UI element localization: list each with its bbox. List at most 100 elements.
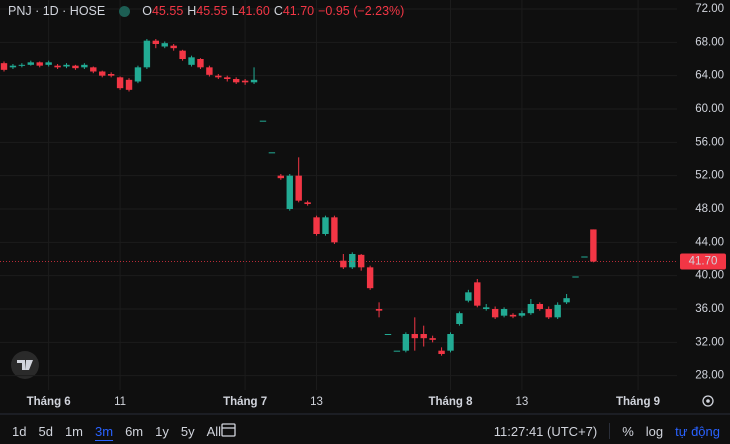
candle-body	[99, 71, 106, 76]
price-tag-label: 41.70	[689, 256, 718, 268]
range-button[interactable]: 6m	[125, 423, 144, 439]
candle-body	[27, 62, 34, 65]
candle-body	[107, 74, 115, 76]
log-button[interactable]: log	[645, 423, 664, 439]
candle-body	[518, 313, 526, 316]
x-tick-label: Tháng 6	[27, 396, 71, 408]
candle-body	[224, 77, 231, 79]
range-button[interactable]: 1m	[64, 423, 83, 439]
toolbar: 1d 5d 1m 3m 6m 1y 5y All 11:27:41 (UTC+7)% log tự …	[0, 418, 730, 444]
candle-body	[268, 152, 276, 154]
candle-body	[286, 175, 293, 209]
status-dot	[119, 5, 131, 17]
y-tick-label: 28.00	[695, 370, 724, 382]
range-button[interactable]: 1d	[12, 423, 27, 439]
candle-body	[563, 298, 570, 303]
candle-body	[366, 267, 374, 289]
candle-body	[197, 59, 204, 68]
clock: 11:27:41 (UTC+7)	[493, 423, 598, 439]
y-tick-label: 44.00	[695, 236, 724, 248]
y-tick-label: 40.00	[695, 270, 724, 282]
range-button[interactable]: All	[206, 423, 222, 439]
x-tick-label: Tháng 9	[616, 396, 660, 408]
candle-body	[304, 202, 311, 204]
candle-body	[206, 67, 213, 75]
candle-body	[340, 260, 347, 268]
candle-body	[63, 64, 70, 67]
candle-body	[581, 256, 588, 258]
candle-body	[456, 313, 463, 324]
x-tick-label: 13	[310, 396, 323, 408]
y-tick-label: 32.00	[695, 336, 724, 348]
ohlc-label: L	[231, 4, 239, 18]
candle-body	[393, 350, 401, 352]
grid	[0, 0, 677, 390]
y-tick-label: 68.00	[695, 36, 724, 48]
candle-body	[554, 304, 561, 318]
price-tag	[680, 253, 726, 270]
x-tick-label: 13	[516, 396, 529, 408]
candle-body	[179, 50, 186, 59]
auto-button[interactable]: tự động	[675, 423, 720, 439]
candle-body	[250, 79, 258, 83]
candle-body	[161, 43, 168, 47]
settings-icon[interactable]	[702, 395, 714, 407]
range-button[interactable]: 5d	[38, 423, 53, 439]
candle-body	[241, 80, 249, 83]
y-tick-label: 36.00	[695, 303, 724, 315]
x-tick-label: Tháng 8	[428, 396, 473, 408]
legend: PNJ · 1D · HOSE O45.55 H45.55 L41.60 C41.70…	[8, 4, 408, 18]
ohlc: O45.55 H45.55 L41.60 C41.70	[142, 4, 318, 18]
candle-body	[545, 309, 552, 318]
candle-body	[232, 79, 240, 83]
candle-body	[313, 217, 320, 234]
candle-body	[215, 75, 222, 78]
y-tick-label: 64.00	[695, 70, 724, 82]
logo	[11, 351, 39, 379]
candle-body	[500, 309, 508, 316]
separator	[609, 423, 611, 439]
candle-body	[116, 77, 124, 89]
range-button[interactable]: 3m	[95, 423, 114, 439]
candle-body	[536, 304, 543, 309]
candle-body	[134, 67, 142, 82]
candle-body	[295, 175, 302, 201]
candle-body	[188, 57, 195, 65]
y-tick-label: 48.00	[695, 203, 724, 215]
candle-body	[358, 254, 365, 268]
candle-body	[152, 40, 160, 44]
candle-body	[375, 309, 383, 311]
candle-body	[527, 304, 535, 314]
candle-body	[36, 62, 43, 66]
candle-body	[474, 282, 481, 306]
y-tick-label: 52.00	[695, 170, 724, 182]
y-tick-label: 72.00	[695, 3, 724, 15]
candle-body	[447, 334, 454, 351]
candle-body	[143, 40, 151, 68]
percent-button[interactable]: %	[622, 423, 634, 439]
candle-body	[45, 62, 52, 65]
candle-body	[81, 64, 88, 68]
range-button[interactable]: 5y	[180, 423, 195, 439]
candle-body	[438, 350, 445, 354]
candle-body	[72, 65, 79, 69]
candle-body	[491, 309, 499, 318]
range-button[interactable]: 1y	[155, 423, 169, 439]
ohlc-value: 41.60	[238, 4, 270, 18]
candle-body	[483, 307, 490, 309]
candle-body	[322, 217, 329, 234]
candle-body	[125, 79, 133, 90]
candle-body	[331, 217, 338, 243]
ohlc-label: C	[273, 4, 283, 18]
candle-body	[411, 334, 418, 339]
ohlc-value: 41.70	[282, 4, 315, 18]
candle-body	[384, 334, 392, 335]
candle-body	[9, 65, 17, 68]
candle-body	[0, 63, 8, 70]
symbol: PNJ · 1D · HOSE	[8, 4, 106, 18]
date-range-icon[interactable]	[221, 423, 236, 437]
candle-body	[349, 254, 356, 268]
ohlc-value: 45.55	[151, 4, 184, 18]
